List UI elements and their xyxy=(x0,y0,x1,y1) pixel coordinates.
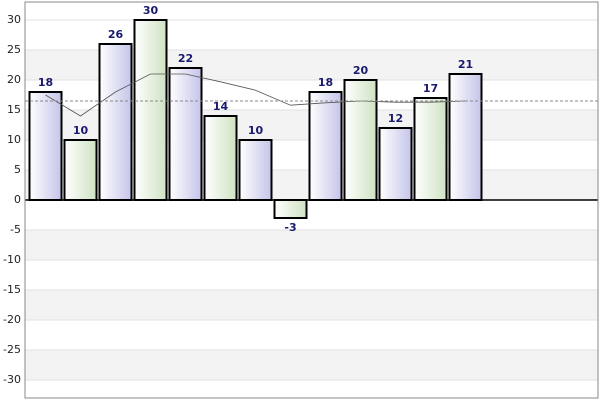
bar xyxy=(448,73,483,201)
bar xyxy=(238,139,273,201)
bar xyxy=(133,19,168,201)
data-label: 10 xyxy=(73,124,89,137)
y-tick-label: 20 xyxy=(7,73,21,86)
trend-line xyxy=(45,73,466,117)
y-tick-label: 0 xyxy=(14,193,21,206)
y-tick-label: 25 xyxy=(7,43,21,56)
y-tick-label: -25 xyxy=(3,343,21,356)
data-label: 18 xyxy=(38,76,53,89)
bar xyxy=(168,67,203,201)
data-label: 12 xyxy=(388,112,403,125)
y-tick-label: -5 xyxy=(10,223,21,236)
y-tick-label: 15 xyxy=(7,103,21,116)
grid-band xyxy=(25,230,598,260)
data-label: 17 xyxy=(423,82,438,95)
bar xyxy=(413,97,448,201)
bar xyxy=(63,139,98,201)
y-tick-label: -15 xyxy=(3,283,21,296)
grid-band xyxy=(25,350,598,380)
y-tick-label: -30 xyxy=(3,373,21,386)
bar xyxy=(378,127,413,201)
y-tick-label: 10 xyxy=(7,133,21,146)
bar xyxy=(203,115,238,201)
plot-border xyxy=(24,1,599,399)
data-label: 30 xyxy=(143,4,159,17)
bar xyxy=(308,91,343,201)
y-tick-label: 30 xyxy=(7,13,21,26)
data-label: 20 xyxy=(353,64,369,77)
bar xyxy=(28,91,63,201)
data-label: 21 xyxy=(458,58,473,71)
data-label: 22 xyxy=(178,52,193,65)
y-tick-label: -10 xyxy=(3,253,21,266)
data-label: 26 xyxy=(108,28,124,41)
y-tick-label: -20 xyxy=(3,313,21,326)
bar xyxy=(343,79,378,201)
bar xyxy=(98,43,133,201)
data-label: -3 xyxy=(284,221,296,234)
grid-band xyxy=(25,290,598,320)
y-tick-label: 5 xyxy=(14,163,21,176)
data-label: 10 xyxy=(248,124,264,137)
bar xyxy=(273,199,308,219)
data-label: 14 xyxy=(213,100,229,113)
data-label: 18 xyxy=(318,76,333,89)
